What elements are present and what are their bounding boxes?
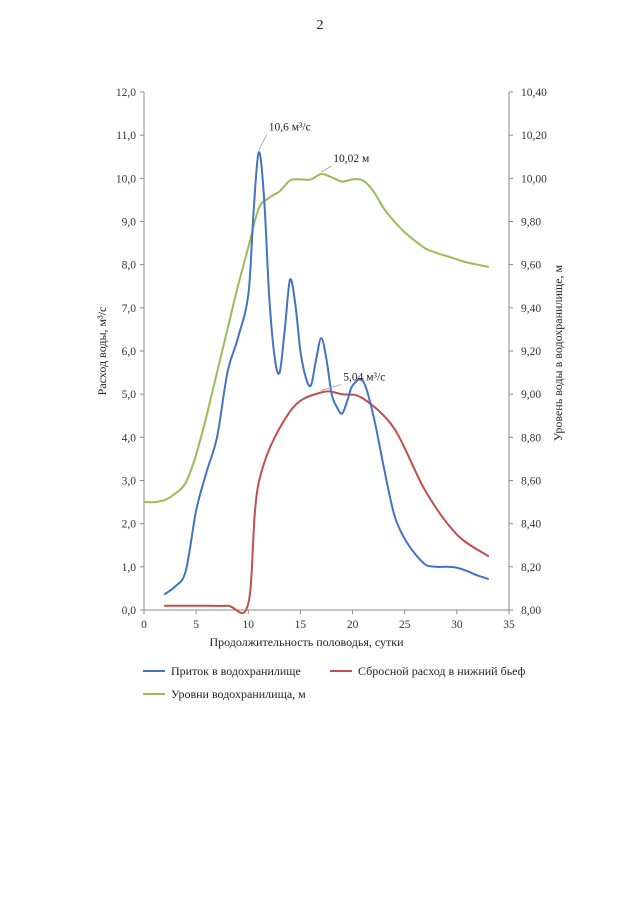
annotation-label: 10,02 м — [333, 153, 370, 165]
y-left-tick-label: 12,0 — [116, 87, 136, 99]
x-tick-label: 0 — [141, 619, 147, 631]
y-left-tick-label: 5,0 — [122, 389, 137, 401]
y-left-tick-label: 4,0 — [122, 432, 137, 444]
y-left-tick-label: 1,0 — [122, 562, 137, 574]
y-left-tick-label: 8,0 — [122, 260, 137, 272]
y-left-tick-label: 2,0 — [122, 519, 137, 531]
annotation-leader — [321, 383, 342, 391]
y-left-tick-label: 9,0 — [122, 217, 137, 229]
y-right-tick-label: 9,00 — [521, 389, 541, 401]
y-left-axis-title: Расход воды, м³/с — [95, 307, 109, 396]
chart-axes: 0 5 10 15 20 25 30 35 0,0 1,0 2,0 3,0 4,0 5,0 6,0 7,0 8,… — [95, 87, 565, 649]
y-right-tick-label: 10,00 — [521, 173, 547, 185]
y-left-tick-label: 6,0 — [122, 346, 137, 358]
y-right-tick-label: 9,80 — [521, 217, 541, 229]
y-right-tick-label: 8,40 — [521, 519, 541, 531]
y-right-tick-label: 10,40 — [521, 87, 547, 99]
series-line-1 — [163, 390, 490, 615]
y-left-tick-label: 11,0 — [116, 130, 136, 142]
series-line-2 — [143, 172, 490, 504]
y-left-tick-label: 3,0 — [122, 476, 137, 488]
y-right-tick-label: 9,60 — [521, 260, 541, 272]
y-right-tick-label: 8,60 — [521, 476, 541, 488]
annotation-label: 5,04 м³/с — [343, 371, 385, 383]
x-tick-label: 10 — [243, 619, 255, 631]
y-right-tick-label: 9,20 — [521, 346, 541, 358]
series-line-0 — [163, 151, 490, 595]
x-axis-title: Продолжительность половодья, сутки — [209, 635, 404, 649]
chart-series — [143, 151, 490, 615]
x-tick-label: 20 — [347, 619, 359, 631]
x-tick-label: 15 — [295, 619, 307, 631]
y-right-tick-label: 10,20 — [521, 130, 547, 142]
page-number: 2 — [316, 18, 324, 33]
y-right-tick-label: 8,80 — [521, 432, 541, 444]
y-right-axis-title: Уровень воды в водохранилище, м — [551, 265, 565, 442]
y-right-tick-label: 9,40 — [521, 303, 541, 315]
chart-legend: Приток в водохранилище Сбросной расход в … — [143, 664, 526, 701]
legend-label-2: Уровни водохранилища, м — [171, 687, 306, 701]
legend-label-0: Приток в водохранилище — [171, 664, 301, 678]
annotation-leader — [321, 165, 332, 173]
y-right-tick-label: 8,00 — [521, 605, 541, 617]
x-tick-label: 25 — [399, 619, 411, 631]
x-tick-label: 35 — [503, 619, 515, 631]
x-tick-label: 5 — [193, 619, 199, 631]
x-tick-label: 30 — [451, 619, 463, 631]
y-left-tick-label: 10,0 — [116, 173, 136, 185]
chart-annotations: 10,6 м³/с 10,02 м 5,04 м³/с — [258, 121, 385, 391]
y-left-tick-label: 7,0 — [122, 303, 137, 315]
y-right-tick-label: 8,20 — [521, 562, 541, 574]
legend-label-1: Сбросной расход в нижний бьеф — [358, 664, 526, 678]
annotation-label: 10,6 м³/с — [269, 121, 311, 133]
y-left-tick-label: 0,0 — [122, 605, 137, 617]
annotation-leader — [258, 134, 268, 151]
